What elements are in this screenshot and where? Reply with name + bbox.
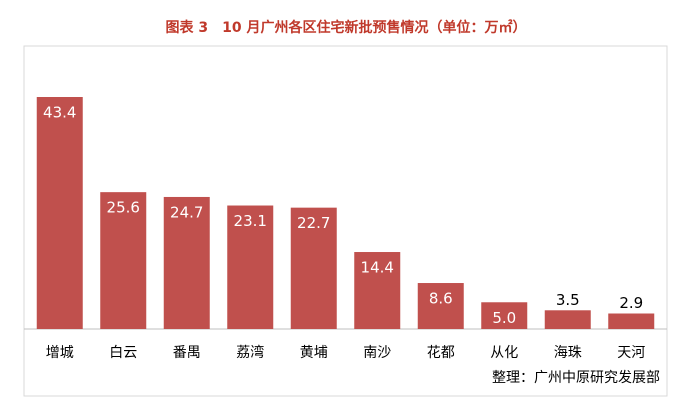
x-tick-label: 花都 xyxy=(427,345,455,361)
value-label: 2.9 xyxy=(619,294,643,312)
x-tick-label: 天河 xyxy=(617,345,645,361)
bar xyxy=(36,97,83,329)
bar xyxy=(608,313,655,329)
bar xyxy=(163,196,210,329)
value-label: 25.6 xyxy=(107,199,140,217)
bar xyxy=(481,302,528,329)
value-label: 23.1 xyxy=(234,212,267,230)
value-label: 8.6 xyxy=(429,290,453,308)
value-label: 5.0 xyxy=(492,309,516,327)
chart-title: 图表 3 10 月广州各区住宅新批预售情况（单位：万㎡） xyxy=(166,19,527,36)
x-tick-label: 海珠 xyxy=(554,345,582,361)
x-tick-label: 从化 xyxy=(490,345,518,361)
x-tick-label: 白云 xyxy=(109,345,137,361)
x-tick-label: 荔湾 xyxy=(236,344,264,361)
value-label: 3.5 xyxy=(556,291,580,309)
source-note: 整理：广州中原研究发展部 xyxy=(492,370,660,386)
x-tick-label: 南沙 xyxy=(363,345,391,361)
bar xyxy=(100,192,147,329)
bar xyxy=(354,252,401,329)
value-label: 24.7 xyxy=(170,203,203,221)
x-tick-label: 番禺 xyxy=(173,345,201,361)
bar xyxy=(227,205,274,329)
x-tick-label: 黄埔 xyxy=(300,344,328,361)
bar xyxy=(290,207,337,329)
value-label: 14.4 xyxy=(361,259,394,277)
bar xyxy=(417,283,464,329)
plot-frame xyxy=(23,45,668,397)
value-label: 43.4 xyxy=(43,104,76,122)
x-tick-label: 增城 xyxy=(46,345,74,361)
bar xyxy=(544,310,591,329)
value-label: 22.7 xyxy=(297,214,330,232)
